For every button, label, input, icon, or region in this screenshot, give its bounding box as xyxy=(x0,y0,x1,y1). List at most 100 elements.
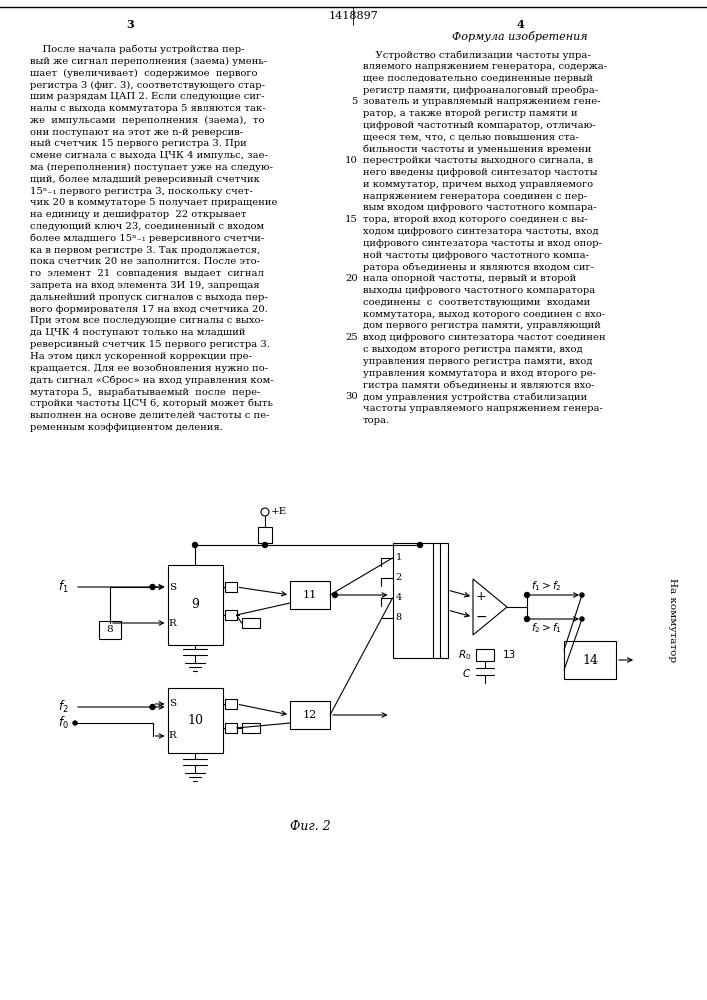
Text: $f_2{>}f_1$: $f_2{>}f_1$ xyxy=(531,621,562,635)
Text: 8: 8 xyxy=(107,626,113,635)
Bar xyxy=(242,723,259,733)
Circle shape xyxy=(418,542,423,548)
Text: $f_0$: $f_0$ xyxy=(58,715,69,731)
Text: S: S xyxy=(169,582,176,591)
Text: чик 20 в коммутаторе 5 получает приращение: чик 20 в коммутаторе 5 получает приращен… xyxy=(30,198,278,207)
Text: него введены цифровой синтезатор частоты: него введены цифровой синтезатор частоты xyxy=(363,168,597,177)
Text: дать сигнал «Сброс» на вход управления ком-: дать сигнал «Сброс» на вход управления к… xyxy=(30,375,274,385)
Text: 10: 10 xyxy=(187,714,203,726)
Circle shape xyxy=(192,542,197,548)
Text: выходы цифрового частотного компаратора: выходы цифрового частотного компаратора xyxy=(363,286,595,295)
Circle shape xyxy=(73,721,77,725)
Bar xyxy=(290,581,330,609)
Text: ходом цифрового синтезатора частоты, вход: ходом цифрового синтезатора частоты, вхо… xyxy=(363,227,599,236)
Text: 8: 8 xyxy=(395,613,402,622)
Text: управления коммутатора и вход второго ре-: управления коммутатора и вход второго ре… xyxy=(363,369,596,378)
Text: шим разрядам ЦАП 2. Если следующие сиг-: шим разрядам ЦАП 2. Если следующие сиг- xyxy=(30,92,264,101)
Text: бильности частоты и уменьшения времени: бильности частоты и уменьшения времени xyxy=(363,144,592,154)
Text: $C$: $C$ xyxy=(462,667,471,679)
Bar xyxy=(225,582,237,592)
Text: следующий ключ 23, соединенный с входом: следующий ключ 23, соединенный с входом xyxy=(30,222,264,231)
Text: 9: 9 xyxy=(191,598,199,611)
Text: гистра памяти объединены и являются вхо-: гистра памяти объединены и являются вхо- xyxy=(363,380,595,390)
Text: смене сигнала с выхода ЦЧК 4 импульс, зае-: смене сигнала с выхода ЦЧК 4 импульс, за… xyxy=(30,151,268,160)
Text: регистр памяти, цифроаналоговый преобра-: регистр памяти, цифроаналоговый преобра- xyxy=(363,85,598,95)
Text: ной частоты цифрового частотного компа-: ной частоты цифрового частотного компа- xyxy=(363,251,589,260)
Bar xyxy=(392,542,448,658)
Text: вход цифрового синтезатора частот соединен: вход цифрового синтезатора частот соедин… xyxy=(363,333,606,342)
Text: ка в первом регистре 3. Так продолжается,: ка в первом регистре 3. Так продолжается… xyxy=(30,246,260,255)
Bar xyxy=(242,618,259,628)
Circle shape xyxy=(525,592,530,597)
Text: регистра 3 (фиг. 3), соответствующего стар-: регистра 3 (фиг. 3), соответствующего ст… xyxy=(30,80,265,90)
Text: 11: 11 xyxy=(303,590,317,600)
Text: реверсивный счетчик 15 первого регистра 3.: реверсивный счетчик 15 первого регистра … xyxy=(30,340,270,349)
Text: Формула изобретения: Формула изобретения xyxy=(452,31,588,42)
Text: 2: 2 xyxy=(395,574,402,582)
Bar xyxy=(290,701,330,729)
Text: они поступают на этот же n-й реверсив-: они поступают на этот же n-й реверсив- xyxy=(30,128,243,137)
Bar xyxy=(168,688,223,752)
Text: $f_1{>}f_2$: $f_1{>}f_2$ xyxy=(531,579,562,593)
Text: +: + xyxy=(476,590,486,603)
Text: После начала работы устройства пер-: После начала работы устройства пер- xyxy=(30,45,245,54)
Text: +E: +E xyxy=(271,508,287,516)
Text: щееся тем, что, с целью повышения ста-: щееся тем, что, с целью повышения ста- xyxy=(363,133,579,142)
Text: 30: 30 xyxy=(345,392,358,401)
Text: зователь и управляемый напряжением гене-: зователь и управляемый напряжением гене- xyxy=(363,97,601,106)
Bar xyxy=(225,699,237,709)
Text: 15: 15 xyxy=(345,215,358,224)
Text: 13: 13 xyxy=(503,650,516,660)
Text: дальнейший пропуск сигналов с выхода пер-: дальнейший пропуск сигналов с выхода пер… xyxy=(30,293,268,302)
Text: коммутатора, выход которого соединен с вхо-: коммутатора, выход которого соединен с в… xyxy=(363,310,605,319)
Text: на единицу и дешифратор  22 открывает: на единицу и дешифратор 22 открывает xyxy=(30,210,247,219)
Bar xyxy=(225,610,237,620)
Text: дом управления устройства стабилизации: дом управления устройства стабилизации xyxy=(363,392,588,402)
Text: вляемого напряжением генератора, содержа-: вляемого напряжением генератора, содержа… xyxy=(363,62,607,71)
Text: ма (переполнения) поступает уже на следую-: ма (переполнения) поступает уже на следу… xyxy=(30,163,273,172)
Text: 10: 10 xyxy=(345,156,358,165)
Text: ременным коэффициентом деления.: ременным коэффициентом деления. xyxy=(30,423,223,432)
Text: тора.: тора. xyxy=(363,416,390,425)
Text: S: S xyxy=(169,700,176,708)
Bar xyxy=(258,527,272,543)
Text: 25: 25 xyxy=(345,333,358,342)
Text: тора, второй вход которого соединен с вы-: тора, второй вход которого соединен с вы… xyxy=(363,215,588,224)
Text: и коммутатор, причем выход управляемого: и коммутатор, причем выход управляемого xyxy=(363,180,593,189)
Circle shape xyxy=(580,593,584,597)
Circle shape xyxy=(332,592,337,597)
Circle shape xyxy=(150,704,155,710)
Text: Устройство стабилизации частоты упра-: Устройство стабилизации частоты упра- xyxy=(363,50,591,60)
Bar xyxy=(564,641,616,679)
Text: го  элемент  21  совпадения  выдает  сигнал: го элемент 21 совпадения выдает сигнал xyxy=(30,269,264,278)
Text: ратора объединены и являются входом сиг-: ратора объединены и являются входом сиг- xyxy=(363,262,594,272)
Text: выполнен на основе делителей частоты с пе-: выполнен на основе делителей частоты с п… xyxy=(30,411,269,420)
Text: мутатора 5,  вырабатываемый  после  пере-: мутатора 5, вырабатываемый после пере- xyxy=(30,387,260,397)
Text: −: − xyxy=(475,610,487,624)
Text: управления первого регистра памяти, вход: управления первого регистра памяти, вход xyxy=(363,357,592,366)
Text: R: R xyxy=(169,618,176,628)
Text: частоты управляемого напряжением генера-: частоты управляемого напряжением генера- xyxy=(363,404,603,413)
Text: щий, более младший реверсивный счетчик: щий, более младший реверсивный счетчик xyxy=(30,175,260,184)
Text: 4: 4 xyxy=(395,593,402,602)
Text: 5: 5 xyxy=(351,97,358,106)
Text: налы с выхода коммутатора 5 являются так-: налы с выхода коммутатора 5 являются так… xyxy=(30,104,266,113)
Text: стройки частоты ЦСЧ 6, который может быть: стройки частоты ЦСЧ 6, который может быт… xyxy=(30,399,273,408)
Text: ный счетчик 15 первого регистра 3. При: ный счетчик 15 первого регистра 3. При xyxy=(30,139,247,148)
Text: напряжением генератора соединен с пер-: напряжением генератора соединен с пер- xyxy=(363,192,587,201)
Text: да ЦЧК 4 поступают только на младший: да ЦЧК 4 поступают только на младший xyxy=(30,328,245,337)
Bar xyxy=(99,621,121,639)
Text: 1: 1 xyxy=(395,554,402,562)
Bar xyxy=(225,723,237,733)
Text: соединены  с  соответствующими  входами: соединены с соответствующими входами xyxy=(363,298,590,307)
Bar xyxy=(168,565,223,645)
Text: 15ⁿ₋₁ первого регистра 3, поскольку счет-: 15ⁿ₋₁ первого регистра 3, поскольку счет… xyxy=(30,187,252,196)
Text: цифрового синтезатора частоты и вход опор-: цифрового синтезатора частоты и вход опо… xyxy=(363,239,602,248)
Text: 1418897: 1418897 xyxy=(329,11,378,21)
Circle shape xyxy=(262,542,267,548)
Text: $R_0$: $R_0$ xyxy=(457,648,471,662)
Text: R: R xyxy=(169,732,176,740)
Text: щее последовательно соединенные первый: щее последовательно соединенные первый xyxy=(363,74,593,83)
Text: $f_2$: $f_2$ xyxy=(58,699,69,715)
Text: цифровой частотный компаратор, отличаю-: цифровой частотный компаратор, отличаю- xyxy=(363,121,596,130)
